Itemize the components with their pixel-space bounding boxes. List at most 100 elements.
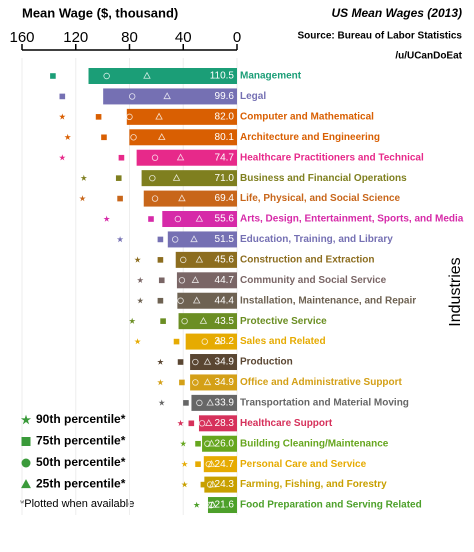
category-label: Architecture and Engineering [240, 132, 380, 143]
percentile-marker [201, 338, 208, 345]
x-tick-label: 40 [175, 29, 192, 46]
percentile-marker [174, 215, 182, 223]
category-label: Life, Physical, and Social Science [240, 193, 401, 204]
percentile-marker [177, 419, 184, 426]
value-label: 82.0 [215, 112, 235, 123]
value-label: 44.4 [215, 295, 235, 306]
percentile-marker [151, 154, 159, 161]
bar [190, 354, 237, 371]
percentile-marker [192, 358, 199, 366]
percentile-marker [160, 318, 166, 324]
category-label: Arts, Design, Entertainment, Sports, and… [240, 214, 464, 225]
bar [88, 68, 237, 84]
percentile-marker [181, 317, 188, 325]
category-label: Sales and Related [240, 336, 326, 347]
percentile-marker [205, 501, 212, 509]
percentile-marker [143, 71, 151, 79]
bar [143, 190, 237, 207]
x-tick-label: 160 [9, 29, 34, 46]
percentile-marker [178, 194, 186, 202]
bar [191, 394, 237, 411]
category-label: Protective Service [240, 316, 327, 327]
category-label: Business and Financial Operations [240, 173, 407, 184]
chart-title: US Mean Wages (2013) [332, 6, 463, 20]
y-axis-title: Industries [447, 257, 464, 326]
percentile-marker [64, 133, 71, 140]
category-label: Food Preparation and Serving Related [240, 500, 422, 511]
percentile-marker [209, 500, 217, 508]
percentile-marker [179, 379, 185, 386]
percentile-marker [128, 93, 136, 100]
value-label: 34.9 [215, 357, 235, 368]
value-label: 24.3 [215, 479, 235, 490]
percentile-marker [148, 216, 154, 222]
category-label: Farming, Fishing, and Forestry [240, 479, 387, 490]
x-axis-title: Mean Wage ($, thousand) [22, 5, 178, 20]
percentile-marker [176, 153, 185, 161]
bar [129, 129, 237, 146]
percentile-marker [149, 174, 156, 182]
category-label: Construction and Extraction [240, 255, 374, 266]
percentile-marker [158, 277, 165, 284]
bar [204, 476, 237, 493]
bar [178, 313, 237, 330]
percentile-marker [206, 398, 214, 406]
percentile-marker [79, 195, 86, 202]
value-label: 51.5 [215, 234, 235, 245]
value-label: 38.2 [215, 336, 235, 347]
category-label: Production [240, 357, 293, 368]
percentile-marker [155, 112, 163, 120]
bar [141, 170, 237, 187]
percentile-marker [209, 480, 217, 488]
value-label: 110.5 [210, 71, 235, 82]
value-label: 28.3 [215, 418, 235, 429]
percentile-marker [134, 338, 141, 345]
value-label: 55.6 [215, 214, 235, 225]
percentile-marker [195, 461, 201, 467]
percentile-marker [181, 460, 188, 467]
percentile-marker [101, 134, 107, 141]
percentile-marker [59, 93, 66, 100]
percentile-marker [205, 460, 212, 468]
percentile-marker [134, 256, 141, 263]
category-label: Building Cleaning/Maintenance [240, 438, 389, 449]
percentile-marker [207, 439, 216, 447]
percentile-marker [137, 297, 144, 304]
percentile-marker [191, 276, 200, 283]
percentile-marker [157, 379, 164, 386]
footnote: *Plotted when available [20, 498, 134, 510]
bar [207, 497, 237, 514]
percentile-marker [203, 378, 212, 386]
percentile-marker [177, 359, 184, 365]
percentile-marker [181, 481, 188, 488]
category-label: Healthcare Practitioners and Technical [240, 152, 424, 163]
bar [167, 231, 237, 248]
percentile-marker [205, 419, 213, 426]
category-label: Healthcare Support [240, 418, 333, 429]
percentile-marker [130, 134, 137, 141]
category-label: Management [240, 71, 302, 82]
bar [176, 272, 237, 289]
percentile-marker [199, 316, 208, 324]
percentile-marker [103, 215, 110, 222]
percentile-marker [157, 358, 164, 365]
percentile-marker [117, 195, 123, 202]
value-label: 24.7 [215, 459, 235, 470]
percentile-marker [203, 357, 212, 365]
value-label: 33.9 [215, 398, 235, 409]
percentile-marker [206, 481, 214, 488]
legend-symbol [21, 479, 31, 489]
bar [198, 415, 237, 432]
x-tick-label: 0 [233, 29, 241, 46]
bar [136, 149, 237, 166]
category-label: Community and Social Service [240, 275, 387, 286]
legend-label: 90th percentile* [36, 412, 126, 426]
percentile-marker [183, 400, 189, 406]
value-label: 21.6 [215, 500, 235, 511]
percentile-marker [178, 277, 186, 284]
legend-symbol [20, 414, 32, 425]
legend-symbol [21, 458, 31, 468]
legend-label: 50th percentile* [36, 455, 126, 469]
percentile-marker [195, 255, 204, 263]
